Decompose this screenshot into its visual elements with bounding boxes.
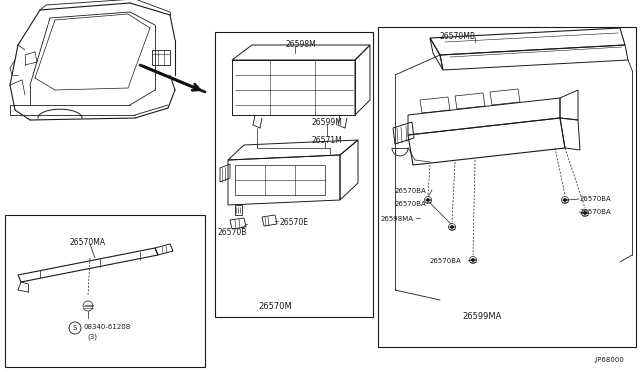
Circle shape	[427, 199, 429, 201]
Circle shape	[584, 212, 586, 214]
Text: 26570MA: 26570MA	[70, 238, 106, 247]
Text: 26570B: 26570B	[218, 228, 248, 237]
Circle shape	[564, 199, 566, 201]
Circle shape	[472, 259, 474, 261]
Text: 26570MB: 26570MB	[440, 32, 476, 41]
Circle shape	[451, 226, 453, 228]
Text: .JP68000: .JP68000	[593, 357, 624, 363]
Text: 26570BA: 26570BA	[580, 209, 612, 215]
Text: 26570BA: 26570BA	[580, 196, 612, 202]
Text: (3): (3)	[87, 333, 97, 340]
Text: 26598M: 26598M	[285, 40, 316, 49]
Text: S: S	[73, 325, 77, 331]
Text: 26571M: 26571M	[312, 136, 343, 145]
Text: 26570E: 26570E	[280, 218, 309, 227]
Text: 26570BA: 26570BA	[395, 201, 427, 207]
Text: 08340-61208: 08340-61208	[84, 324, 131, 330]
Text: 26599MA: 26599MA	[462, 312, 501, 321]
Text: 26570BA: 26570BA	[430, 258, 461, 264]
Text: 26570M: 26570M	[258, 302, 292, 311]
Text: 26570BA: 26570BA	[395, 188, 427, 194]
Text: 26598MA: 26598MA	[381, 216, 414, 222]
Text: 26599M: 26599M	[312, 118, 343, 127]
